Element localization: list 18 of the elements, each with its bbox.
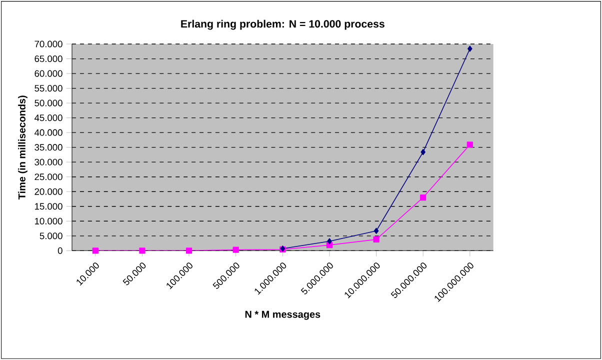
y-tick-label: 55.000 xyxy=(34,85,62,92)
y-tick-label: 30.000 xyxy=(34,158,62,166)
y-tick-label: 15.000 xyxy=(35,203,62,210)
y-tick-label: 0 xyxy=(58,247,62,254)
chart-title: Erlang ring problem: N = 10.000 process xyxy=(181,20,384,30)
y-tick-label: 40.000 xyxy=(34,129,62,136)
y-tick-label: 70.000 xyxy=(34,40,62,48)
y-tick-label: 5.000 xyxy=(40,232,62,240)
x-axis-title: N * M messages xyxy=(245,310,320,320)
y-axis-title: Time (in milliseconds) xyxy=(18,96,28,200)
y-tick-label: 60.000 xyxy=(34,70,62,77)
y-tick-label: 50.000 xyxy=(34,100,62,106)
y-tick-label: 35.000 xyxy=(34,144,62,151)
y-tick-label: 20.000 xyxy=(34,188,62,195)
y-tick-label: 45.000 xyxy=(34,114,62,122)
y-tick-label: 10.000 xyxy=(35,218,62,224)
y-tick-label: 65.000 xyxy=(34,55,62,62)
y-tick-label: 25.000 xyxy=(34,174,62,180)
